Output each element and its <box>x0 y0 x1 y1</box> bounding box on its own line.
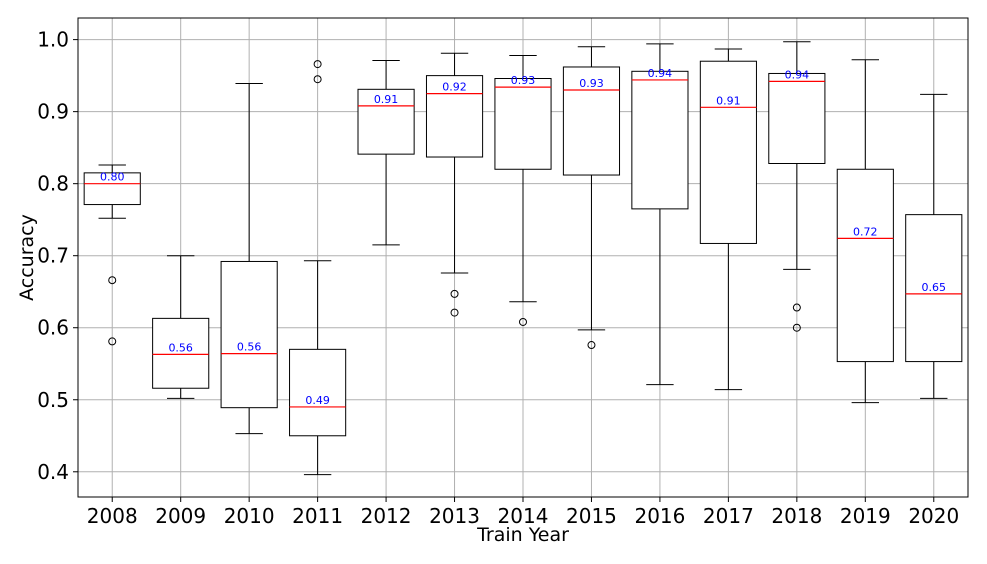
median-label: 0.92 <box>442 81 467 94</box>
x-tick-label: 2017 <box>703 504 754 528</box>
box-iqr <box>631 70 689 210</box>
x-tick-label: 2008 <box>87 504 138 528</box>
median-label: 0.49 <box>305 394 330 407</box>
box-2015: 0.93 <box>562 46 621 350</box>
box-plot-series: 0.80 0.56 0.56 0.49 0.91 0.92 0.93 0.93 0.94 0.91… <box>83 41 963 476</box>
median-label: 0.94 <box>785 68 810 81</box>
box-2017: 0.91 <box>699 48 757 391</box>
x-axis-ticks: 2008 2009 2010 2011 2012 2013 2014 2015 2016 2017… <box>87 497 959 528</box>
x-tick-label: 2014 <box>498 504 549 528</box>
box-2018: 0.94 <box>768 41 826 332</box>
x-tick-label: 2009 <box>155 504 206 528</box>
box-2013: 0.92 <box>425 52 484 317</box>
y-tick-label: 0.9 <box>37 100 69 124</box>
median-label: 0.93 <box>511 74 536 87</box>
outlier-point <box>313 60 322 69</box>
box-2008: 0.80 <box>83 164 141 346</box>
y-tick-label: 0.5 <box>37 388 69 412</box>
median-label: 0.94 <box>648 67 673 80</box>
median-label: 0.72 <box>853 225 878 238</box>
outlier-point <box>450 308 459 317</box>
y-tick-label: 1.0 <box>37 28 69 52</box>
y-axis-label: Accuracy <box>16 214 38 301</box>
outlier-point <box>587 341 596 350</box>
outlier-point <box>519 317 527 326</box>
box-iqr <box>152 317 210 389</box>
box-2011: 0.49 <box>289 60 347 476</box>
y-tick-label: 0.7 <box>37 244 69 268</box>
box-2020: 0.65 <box>905 93 963 399</box>
outlier-point <box>792 303 801 312</box>
box-iqr <box>357 88 415 155</box>
x-tick-label: 2019 <box>840 504 891 528</box>
box-iqr <box>425 75 484 158</box>
box-2014: 0.93 <box>494 54 552 326</box>
median-label: 0.80 <box>100 171 125 184</box>
x-tick-label: 2015 <box>566 504 617 528</box>
box-iqr <box>836 168 894 363</box>
box-iqr <box>289 348 347 437</box>
box-iqr <box>562 66 621 176</box>
outlier-point <box>792 323 801 332</box>
x-tick-label: 2020 <box>908 504 959 528</box>
median-label: 0.56 <box>237 341 262 354</box>
median-label: 0.65 <box>922 281 947 294</box>
y-tick-label: 0.8 <box>37 172 69 196</box>
outlier-point <box>313 75 322 84</box>
x-tick-label: 2013 <box>429 504 480 528</box>
box-2010: 0.56 <box>220 83 278 435</box>
y-axis-ticks: 0.4 0.5 0.6 0.7 0.8 0.9 1.0 <box>37 28 78 484</box>
median-label: 0.91 <box>716 94 741 107</box>
y-tick-label: 0.6 <box>37 316 69 340</box>
median-label: 0.93 <box>579 77 604 90</box>
box-iqr <box>699 60 757 244</box>
median-label: 0.56 <box>168 341 193 354</box>
x-tick-label: 2012 <box>361 504 412 528</box>
box-iqr <box>83 172 141 206</box>
box-2009: 0.56 <box>152 255 210 399</box>
outlier-point <box>108 337 117 346</box>
y-tick-label: 0.4 <box>37 460 69 484</box>
outlier-point <box>450 289 459 298</box>
box-iqr <box>220 260 278 409</box>
box-iqr <box>494 78 552 170</box>
median-label: 0.91 <box>374 93 399 106</box>
box-iqr <box>768 72 826 165</box>
x-tick-label: 2011 <box>292 504 343 528</box>
box-2019: 0.72 <box>836 59 894 404</box>
box-2016: 0.94 <box>631 43 689 386</box>
x-tick-label: 2016 <box>634 504 685 528</box>
outlier-point <box>108 276 117 285</box>
box-iqr <box>905 214 963 363</box>
box-2012: 0.91 <box>357 59 415 246</box>
x-tick-label: 2010 <box>224 504 275 528</box>
x-tick-label: 2018 <box>771 504 822 528</box>
x-axis-label: Train Year <box>476 524 569 546</box>
